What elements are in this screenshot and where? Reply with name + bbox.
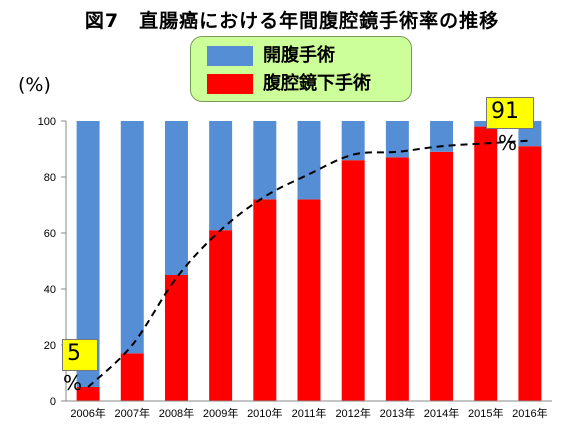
- x-tick-label: 2008年: [159, 406, 194, 420]
- x-tick-label: 2009年: [203, 406, 238, 420]
- bar-laparoscopic-2015年: [474, 126, 498, 401]
- y-tick-label: 100: [38, 116, 56, 128]
- trend-line: [87, 139, 530, 388]
- x-tick-label: 2016年: [512, 406, 547, 420]
- y-tick-label: 0: [50, 396, 56, 408]
- legend-swatch-open-surgery: [207, 46, 253, 66]
- chart-title: 図7 直腸癌における年間腹腔鏡手術率の推移: [84, 10, 500, 32]
- callout-2006-value: 5: [62, 339, 98, 371]
- y-tick-label: 80: [44, 172, 56, 184]
- bar-open-2015年: [474, 121, 498, 127]
- bar-laparoscopic-2013年: [385, 157, 409, 401]
- legend-swatch-laparoscopic: [207, 74, 253, 94]
- y-tick-label: 40: [44, 284, 56, 296]
- bar-open-2007年: [120, 121, 144, 354]
- bar-laparoscopic-2007年: [120, 353, 144, 401]
- bar-laparoscopic-2006年: [76, 387, 100, 401]
- bar-laparoscopic-2016年: [518, 146, 542, 401]
- callout-2006-percent: %: [63, 371, 83, 395]
- bar-open-2014年: [430, 121, 454, 152]
- legend-label-open-surgery: 開腹手術: [263, 45, 335, 66]
- x-tick-label: 2011年: [292, 406, 327, 420]
- bar-open-2012年: [341, 121, 365, 161]
- bar-open-2009年: [209, 121, 233, 231]
- x-tick-label: 2013年: [380, 406, 415, 420]
- bar-laparoscopic-2014年: [430, 151, 454, 401]
- callout-2016-value: 91: [486, 97, 534, 129]
- x-tick-label: 2007年: [115, 406, 150, 420]
- bar-open-2006年: [76, 121, 100, 387]
- y-axis-unit-label: (%): [18, 74, 51, 96]
- bar-laparoscopic-2010年: [253, 199, 277, 401]
- trend-group: [87, 139, 530, 388]
- x-tick-label: 2010年: [247, 406, 282, 420]
- callout-2016-percent: %: [498, 131, 518, 155]
- axes-group: 0 20 40 60 80 100 2006年 2007年 2008年 2009年 2010年 201…: [38, 116, 552, 420]
- x-tick-label: 2012年: [335, 406, 370, 420]
- bar-laparoscopic-2011年: [297, 199, 321, 401]
- bar-laparoscopic-2008年: [164, 275, 188, 401]
- legend: 開腹手術 腹腔鏡下手術: [190, 36, 412, 102]
- x-tick-label: 2015年: [468, 406, 503, 420]
- bar-laparoscopic-2012年: [341, 160, 365, 401]
- x-tick-label: 2014年: [424, 406, 459, 420]
- bar-laparoscopic-2009年: [209, 230, 233, 401]
- y-tick-label: 20: [44, 340, 56, 352]
- legend-label-laparoscopic: 腹腔鏡下手術: [263, 73, 371, 94]
- y-tick-label: 60: [44, 228, 56, 240]
- bar-open-2010年: [253, 121, 277, 200]
- bars-group: [76, 121, 542, 401]
- bar-open-2013年: [385, 121, 409, 158]
- bar-open-2011年: [297, 121, 321, 200]
- x-tick-label: 2006年: [70, 406, 105, 420]
- bar-open-2008年: [164, 121, 188, 275]
